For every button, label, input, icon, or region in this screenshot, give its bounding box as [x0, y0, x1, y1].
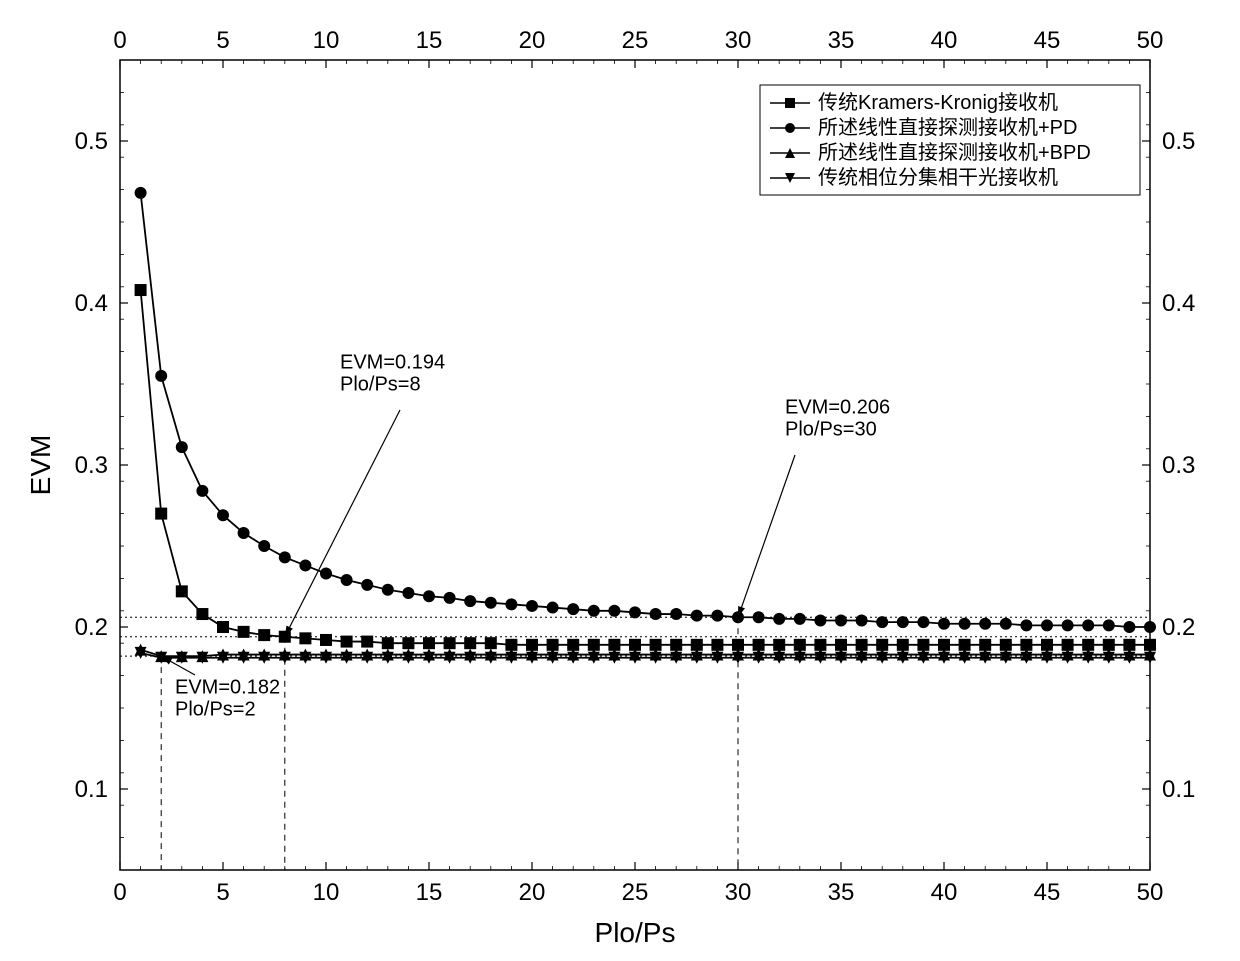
x-tick-label-top: 10 [313, 27, 340, 54]
x-tick-label: 15 [416, 879, 443, 906]
x-tick-label-top: 40 [931, 27, 958, 54]
evm-chart: 0 0 5 5 10 10 15 15 20 20 25 25 30 30 35 35 40 40 45 45 50 50… [0, 0, 1240, 961]
annotation-text: EVM=0.194 [340, 352, 445, 374]
y-tick-label-right: 0.1 [1162, 776, 1195, 803]
annotation-text: Plo/Ps=2 [175, 699, 256, 721]
y-axis-label: EVM [25, 435, 56, 496]
x-tick-label-top: 20 [519, 27, 546, 54]
annotation-text: Plo/Ps=30 [785, 419, 877, 441]
x-tick-label: 30 [725, 879, 752, 906]
y-tick-label-right: 0.5 [1162, 128, 1195, 155]
y-tick-label-right: 0.3 [1162, 452, 1195, 479]
x-tick-label: 45 [1034, 879, 1061, 906]
annotation-text: EVM=0.206 [785, 397, 890, 419]
chart-container: 0 0 5 5 10 10 15 15 20 20 25 25 30 30 35 35 40 40 45 45 50 50… [0, 0, 1240, 961]
x-tick-label: 40 [931, 879, 958, 906]
x-tick-label: 35 [828, 879, 855, 906]
legend-label: 所述线性直接探测接收机+BPD [818, 141, 1091, 164]
y-tick-label: 0.4 [75, 290, 108, 317]
x-tick-label: 5 [216, 879, 229, 906]
y-tick-label-right: 0.4 [1162, 290, 1195, 317]
legend-label: 传统Kramers-Kronig接收机 [818, 91, 1058, 114]
x-tick-label: 10 [313, 879, 340, 906]
y-tick-label: 0.3 [75, 452, 108, 479]
x-tick-label-top: 45 [1034, 27, 1061, 54]
y-tick-label: 0.2 [75, 614, 108, 641]
x-tick-label-top: 25 [622, 27, 649, 54]
x-tick-label-top: 0 [113, 27, 126, 54]
x-tick-label-top: 35 [828, 27, 855, 54]
y-tick-label: 0.1 [75, 776, 108, 803]
x-axis-label: Plo/Ps [595, 917, 676, 948]
x-tick-label-top: 50 [1137, 27, 1164, 54]
legend-label: 传统相位分集相干光接收机 [818, 166, 1058, 189]
x-tick-label: 20 [519, 879, 546, 906]
x-tick-label-top: 5 [216, 27, 229, 54]
x-tick-label-top: 30 [725, 27, 752, 54]
x-tick-label-top: 15 [416, 27, 443, 54]
annotation-text: Plo/Ps=8 [340, 374, 421, 396]
annotation-text: EVM=0.182 [175, 677, 280, 699]
x-tick-label: 50 [1137, 879, 1164, 906]
legend-label: 所述线性直接探测接收机+PD [818, 116, 1077, 139]
y-tick-label: 0.5 [75, 128, 108, 155]
x-tick-label: 25 [622, 879, 649, 906]
y-tick-label-right: 0.2 [1162, 614, 1195, 641]
x-tick-label: 0 [113, 879, 126, 906]
